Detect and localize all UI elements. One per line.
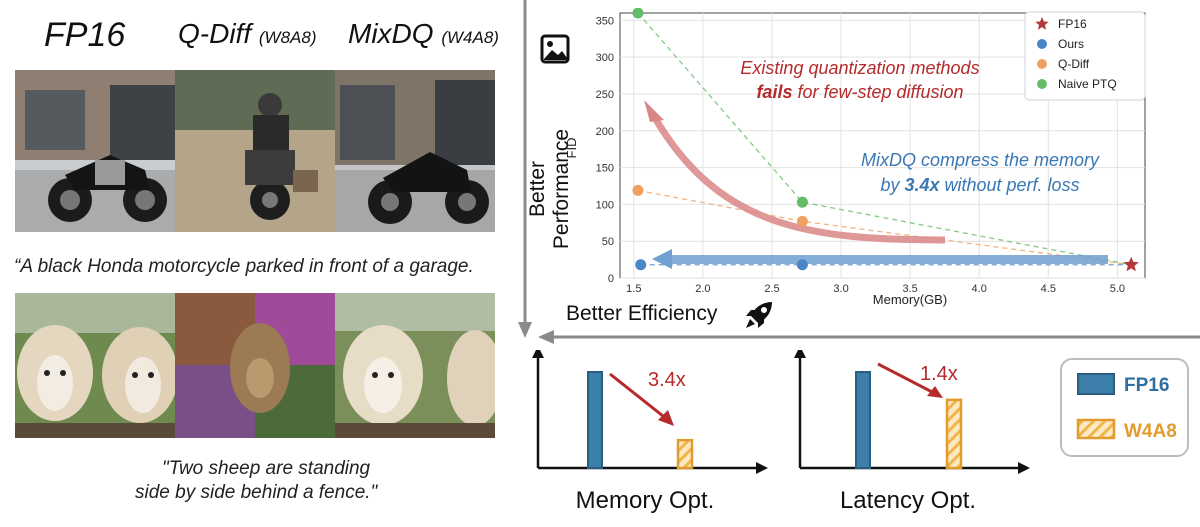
horizontal-divider-arrow — [538, 330, 1200, 344]
scatter-point-ours — [635, 259, 647, 271]
memory-arrow — [609, 372, 669, 422]
scatter-x-tick-label: 2.0 — [695, 283, 710, 295]
scatter-x-tick-label: 5.0 — [1110, 283, 1125, 295]
latency-opt-title: Latency Opt. — [840, 487, 976, 514]
fid-memory-scatter-chart: 1.5 2.0 2.5 3.0 3.5 4.0 4.5 5.0 0 50 100 150 200 250 3… — [564, 8, 1146, 307]
legend-star-fp16 — [1035, 17, 1049, 30]
mixdq-sheep-image — [335, 293, 495, 438]
blue-arrow-head — [652, 249, 672, 269]
legend-marker-ours — [1037, 39, 1047, 49]
blue-annotation-by: by — [880, 175, 904, 195]
scatter-y-tick-label: 350 — [596, 15, 614, 27]
header-mixdq-label: MixDQ — [348, 18, 434, 49]
latency-annotation: 1.4x — [920, 363, 958, 385]
legend-label-q-diff: Q-Diff — [1058, 57, 1090, 71]
motorcycle-caption: “A black Honda motorcycle parked in fron… — [14, 256, 474, 277]
scatter-ticks: 1.5 2.0 2.5 3.0 3.5 4.0 4.5 5.0 0 50 100 150 200 250 3… — [596, 15, 1125, 295]
scatter-point-q-diff — [796, 215, 808, 227]
scatter-xlabel: Memory(GB) — [873, 292, 947, 307]
legend-label-naive-ptq: Naive PTQ — [1058, 77, 1117, 91]
scatter-y-tick-label: 100 — [596, 199, 614, 211]
header-mixdq-tag: (W4A8) — [441, 28, 499, 47]
memory-annotation: 3.4x — [648, 369, 686, 391]
legend-marker-q-diff — [1037, 59, 1047, 69]
vertical-divider-arrow — [518, 0, 532, 338]
scatter-point-fp16 — [1123, 256, 1139, 272]
legend-marker-naive-ptq — [1037, 79, 1047, 89]
scatter-y-tick-label: 50 — [602, 236, 614, 248]
memory-opt-title: Memory Opt. — [576, 487, 715, 514]
scatter-point-naive-ptq — [796, 196, 808, 208]
sheep-caption-line1: "Two sheep are standing — [162, 458, 371, 479]
red-curved-arrow — [651, 116, 946, 244]
sheep-caption-line2: side by side behind a fence." — [135, 482, 378, 503]
legend-w4a8-swatch — [1076, 418, 1116, 440]
red-annotation-bold: fails — [756, 82, 792, 102]
blue-annotation-bold: 3.4x — [904, 175, 940, 195]
header-fp16: FP16 — [44, 16, 126, 54]
scatter-x-tick-label: 3.5 — [902, 283, 917, 295]
scatter-y-tick-label: 150 — [596, 163, 614, 175]
scatter-x-tick-label: 1.5 — [626, 283, 641, 295]
scatter-points — [632, 8, 1139, 272]
red-arrow-head — [644, 100, 664, 122]
scatter-x-tick-label: 2.5 — [764, 283, 779, 295]
fp16-motorcycle-image — [15, 70, 175, 232]
memory-bar-fp16 — [587, 371, 603, 469]
blue-horizontal-arrow-body — [668, 255, 1108, 264]
header-mixdq: MixDQ (W4A8) — [348, 18, 499, 50]
red-annotation-rest: for few-step diffusion — [792, 82, 963, 102]
fp16-sheep-image — [15, 293, 175, 438]
mixdq-motorcycle-image — [335, 70, 495, 232]
memory-opt-chart: 3.4x Memory Opt. — [532, 350, 768, 514]
legend-label-fp16: FP16 — [1058, 17, 1087, 31]
scatter-point-naive-ptq — [632, 8, 644, 19]
legend-w4a8-label: W4A8 — [1124, 421, 1177, 442]
header-qdiff-label: Q-Diff — [178, 18, 252, 49]
better-efficiency-label: Better Efficiency — [566, 302, 718, 325]
legend-label-ours: Ours — [1058, 37, 1084, 51]
latency-arrow — [877, 362, 937, 396]
header-qdiff: Q-Diff (W8A8) — [178, 18, 317, 50]
scatter-trendline — [637, 12, 1132, 266]
memory-bar-w4a8 — [676, 438, 694, 470]
scatter-trendline — [637, 189, 1132, 266]
scatter-point-q-diff — [632, 184, 644, 196]
bar-legend: FP16 W4A8 — [1060, 358, 1189, 457]
scatter-y-tick-label: 200 — [596, 126, 614, 138]
scatter-ylabel: FID — [564, 138, 579, 159]
latency-bar-fp16 — [855, 371, 871, 469]
scatter-trendlines — [637, 12, 1132, 266]
scatter-y-tick-label: 300 — [596, 52, 614, 64]
qdiff-sheep-image — [175, 293, 335, 438]
scatter-y-tick-label: 250 — [596, 89, 614, 101]
scatter-legend: FP16 Ours Q-Diff Naive PTQ — [1024, 11, 1146, 101]
qdiff-motorcycle-image — [175, 70, 335, 232]
blue-annotation-line1: MixDQ compress the memory — [861, 150, 1100, 170]
header-qdiff-tag: (W8A8) — [258, 28, 317, 47]
latency-bar-w4a8 — [945, 398, 963, 470]
red-annotation-line1: Existing quantization methods — [740, 58, 979, 78]
scatter-x-tick-label: 4.5 — [1041, 283, 1056, 295]
legend-fp16-swatch — [1077, 373, 1115, 395]
scatter-y-tick-label: 0 — [608, 273, 614, 285]
image-icon — [540, 34, 570, 64]
latency-opt-chart: 1.4x Latency Opt. — [794, 350, 1030, 514]
rocket-icon — [746, 302, 772, 328]
blue-annotation-rest: without perf. loss — [940, 175, 1080, 195]
legend-fp16-label: FP16 — [1124, 375, 1169, 396]
scatter-x-tick-label: 3.0 — [833, 283, 848, 295]
scatter-point-ours — [796, 259, 808, 271]
red-annotation-line2: fails for few-step diffusion — [756, 82, 963, 102]
scatter-x-tick-label: 4.0 — [972, 283, 987, 295]
blue-annotation-line2: by 3.4x without perf. loss — [880, 175, 1079, 195]
